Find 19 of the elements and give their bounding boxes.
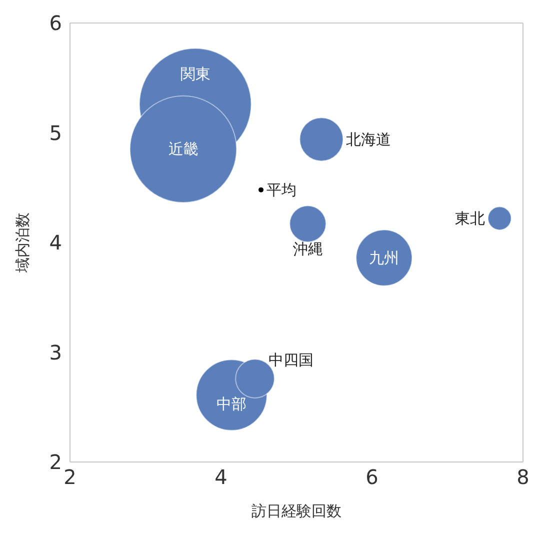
y-axis-title: 域内泊数: [13, 212, 32, 274]
y-tick-label: 4: [49, 230, 62, 255]
annotation: 北海道: [346, 130, 392, 148]
y-tick-label: 6: [49, 11, 62, 36]
x-tick-label: 8: [516, 465, 530, 490]
x-tick-label: 4: [214, 465, 228, 490]
annotation: 近畿: [168, 140, 198, 158]
annotation: 中部: [216, 395, 247, 414]
x-tick-label: 6: [366, 465, 378, 490]
annotation: 沖縄: [292, 240, 323, 258]
series-label: 平均: [266, 180, 297, 199]
annotation: 東北: [455, 209, 486, 228]
annotation: 中四国: [268, 351, 314, 370]
y-tick-label: 2: [49, 450, 62, 474]
annotation: 九州: [369, 248, 400, 267]
annotation: 関東: [180, 65, 210, 84]
x-axis-title: 訪日経験回数: [252, 502, 342, 520]
y-tick-label: 5: [49, 120, 62, 145]
y-tick-label: 3: [49, 340, 62, 364]
